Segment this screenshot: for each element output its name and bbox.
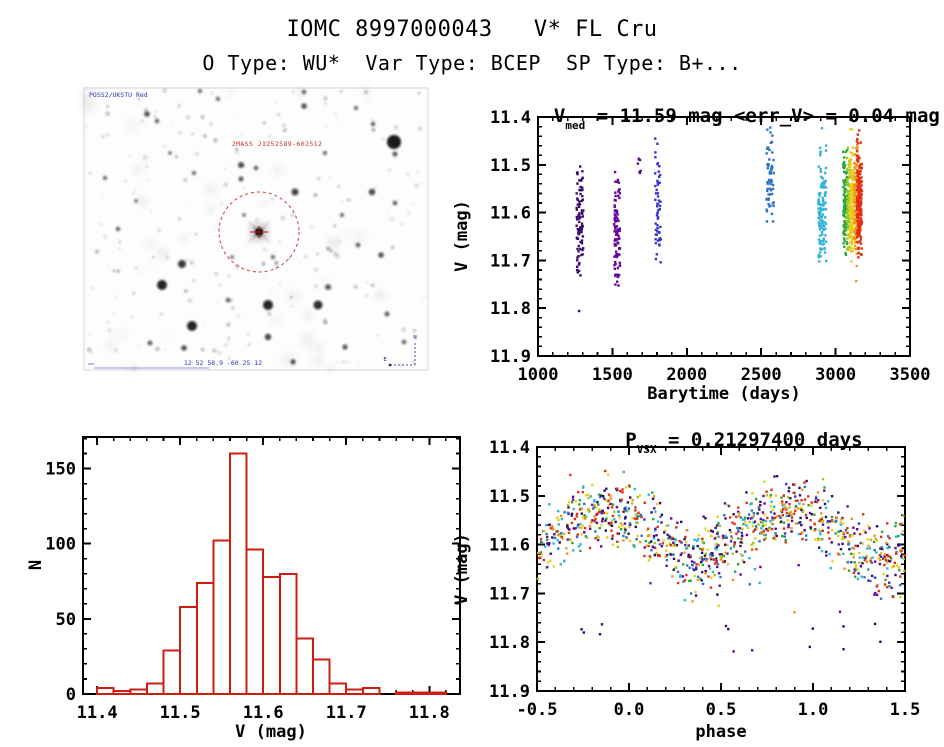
svg-text:100: 100 bbox=[45, 535, 76, 555]
phase-points bbox=[537, 469, 906, 599]
svg-text:11.5: 11.5 bbox=[490, 156, 531, 176]
svg-text:1.5: 1.5 bbox=[890, 700, 921, 720]
lightcurve-xaxis-label: Barytime (days) bbox=[647, 384, 801, 404]
phase-points bbox=[540, 485, 902, 600]
lightcurve-cluster-points bbox=[612, 170, 622, 287]
svg-text:11.8: 11.8 bbox=[409, 703, 450, 723]
svg-text:150: 150 bbox=[45, 460, 76, 480]
svg-text:11.5: 11.5 bbox=[160, 703, 201, 723]
svg-text:11.6: 11.6 bbox=[243, 703, 284, 723]
tick-labels: 11.4 11.5 11.6 11.7 11.8 0 50 100 150 bbox=[45, 460, 449, 723]
histogram-xaxis-label: V (mag) bbox=[235, 722, 307, 742]
svg-text:50: 50 bbox=[56, 610, 76, 630]
compass-north-label: N bbox=[413, 335, 416, 341]
phase-points bbox=[546, 482, 891, 585]
target-designation-label: 2MASS J1252589-602512 bbox=[232, 140, 323, 148]
svg-text:1500: 1500 bbox=[592, 365, 633, 385]
svg-text:2000: 2000 bbox=[666, 365, 707, 385]
svg-text:1.0: 1.0 bbox=[798, 700, 829, 720]
coords-label: 12 52 58.9 -60 25 12 bbox=[184, 359, 262, 367]
lightcurve-cluster-points bbox=[765, 126, 775, 223]
field-stars bbox=[103, 89, 407, 365]
svg-text:0.5: 0.5 bbox=[706, 700, 737, 720]
axes bbox=[536, 446, 906, 692]
histogram-chart: 11.4 11.5 11.6 11.7 11.8 0 50 100 150 bbox=[45, 436, 461, 723]
svg-text:11.7: 11.7 bbox=[489, 584, 530, 604]
svg-text:3000: 3000 bbox=[815, 365, 856, 385]
target-annotation: 2MASS J1252589-602512 bbox=[218, 140, 323, 273]
phase-title: PVSX = 0.21297400 days bbox=[625, 429, 863, 456]
survey-label: POSS2/UKSTU Red bbox=[89, 91, 148, 99]
lightcurve-chart: 1000 1500 2000 2500 3000 3500 11.4 11.5 11.6 11.7… bbox=[490, 108, 930, 385]
phase-points bbox=[537, 489, 900, 653]
svg-text:11.9: 11.9 bbox=[489, 682, 530, 702]
page-title: IOMC 8997000043 V* FL Cru bbox=[286, 17, 658, 42]
phase-chart: -0.5 0.0 0.5 1.0 1.5 11.4 11.5 11.6 11.7 11.8 11.9 bbox=[489, 438, 920, 720]
svg-text:3500: 3500 bbox=[890, 365, 931, 385]
svg-text:11.9: 11.9 bbox=[490, 347, 531, 367]
svg-text:11.6: 11.6 bbox=[490, 204, 531, 224]
lightcurve-cluster-points bbox=[855, 129, 864, 259]
tick-labels: 1000 1500 2000 2500 3000 3500 11.4 11.5 11.6 11.7… bbox=[490, 108, 930, 385]
lightcurve-cluster-points bbox=[575, 165, 585, 313]
lightcurve-cluster-points bbox=[636, 157, 642, 175]
svg-text:0.0: 0.0 bbox=[614, 700, 645, 720]
svg-text:11.4: 11.4 bbox=[490, 108, 531, 128]
histogram-yaxis-label: N bbox=[26, 559, 46, 571]
tick-labels: -0.5 0.0 0.5 1.0 1.5 11.4 11.5 11.6 11.7 11.8 11.9 bbox=[489, 438, 920, 720]
svg-text:11.7: 11.7 bbox=[326, 703, 367, 723]
svg-text:11.8: 11.8 bbox=[490, 299, 531, 319]
phase-points bbox=[540, 473, 905, 608]
target-circle bbox=[218, 191, 300, 273]
svg-text:11.4: 11.4 bbox=[77, 703, 118, 723]
lightcurve-yaxis-label: V (mag) bbox=[452, 200, 472, 272]
svg-text:11.7: 11.7 bbox=[490, 251, 531, 271]
phase-points bbox=[537, 488, 906, 614]
axes bbox=[82, 436, 461, 695]
phase-xaxis-label: phase bbox=[695, 722, 747, 742]
svg-text:11.6: 11.6 bbox=[489, 536, 530, 556]
svg-text:-0.5: -0.5 bbox=[517, 700, 558, 720]
phase-points bbox=[536, 477, 905, 581]
svg-text:0: 0 bbox=[66, 685, 76, 705]
svg-text:2500: 2500 bbox=[741, 365, 782, 385]
axes bbox=[537, 116, 911, 357]
sky-mottling bbox=[80, 84, 387, 374]
lightcurve-cluster-points bbox=[817, 127, 828, 263]
phase-yaxis-label: V (mag) bbox=[452, 533, 472, 605]
finder-labels: POSS2/UKSTU Red 12 52 58.9 -60 25 12 bbox=[88, 91, 262, 369]
svg-text:11.8: 11.8 bbox=[489, 633, 530, 653]
svg-text:1000: 1000 bbox=[518, 365, 559, 385]
finder-chart-image: 2MASS J1252589-602512 POSS2/UKSTU Red 12 5… bbox=[80, 84, 429, 374]
histogram-bars bbox=[96, 452, 447, 695]
page-subtitle: O Type: WU* Var Type: BCEP SP Type: B+..… bbox=[202, 51, 742, 75]
compass-east-label: E bbox=[383, 357, 386, 363]
compass bbox=[388, 342, 416, 367]
lightcurve-cluster-points bbox=[654, 137, 663, 264]
svg-text:11.4: 11.4 bbox=[489, 438, 530, 458]
svg-text:11.5: 11.5 bbox=[489, 487, 530, 507]
